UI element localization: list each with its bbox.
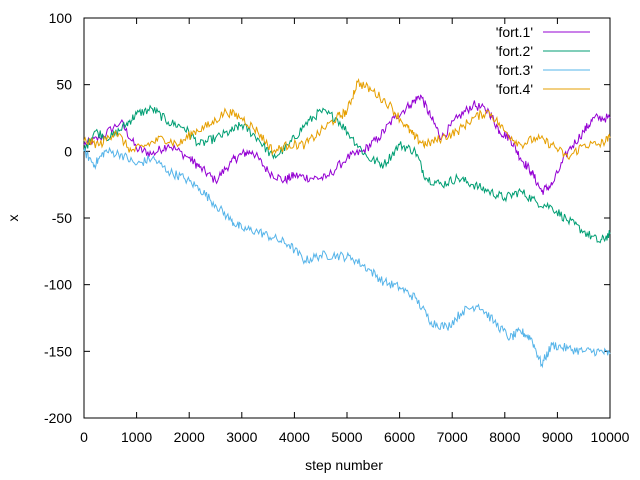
legend-label: 'fort.1' bbox=[496, 24, 533, 40]
x-tick-label: 6000 bbox=[384, 429, 415, 445]
x-tick-label: 2000 bbox=[174, 429, 205, 445]
x-tick-label: 0 bbox=[80, 429, 88, 445]
x-tick-label: 1000 bbox=[121, 429, 152, 445]
y-tick-label: 50 bbox=[56, 77, 72, 93]
x-tick-label: 7000 bbox=[437, 429, 468, 445]
series-line-1 bbox=[83, 94, 611, 195]
series-line-3 bbox=[83, 146, 611, 369]
x-tick-label: 9000 bbox=[542, 429, 573, 445]
legend-label: 'fort.2' bbox=[496, 43, 533, 59]
y-tick-label: -50 bbox=[52, 210, 72, 226]
series-line-4 bbox=[83, 78, 611, 161]
legend-label: 'fort.3' bbox=[496, 62, 533, 78]
x-tick-label: 4000 bbox=[279, 429, 310, 445]
x-tick-label: 10000 bbox=[591, 429, 630, 445]
legend-label: 'fort.4' bbox=[496, 81, 533, 97]
x-tick-label: 3000 bbox=[226, 429, 257, 445]
x-axis-label: step number bbox=[305, 457, 383, 473]
y-tick-label: -150 bbox=[44, 343, 72, 359]
legend: 'fort.1' 'fort.2' 'fort.3' 'fort.4' bbox=[496, 24, 590, 97]
y-tick-label: 0 bbox=[64, 143, 72, 159]
axis-ticks: 0 1000 2000 3000 4000 5000 6000 7000 8000 9000 100… bbox=[44, 10, 630, 445]
series-line-2 bbox=[83, 104, 611, 244]
x-tick-label: 5000 bbox=[331, 429, 362, 445]
y-tick-label: 100 bbox=[49, 10, 73, 26]
plot-frame bbox=[83, 17, 611, 419]
y-axis-label: x bbox=[5, 215, 21, 222]
y-tick-label: -100 bbox=[44, 277, 72, 293]
x-tick-label: 8000 bbox=[489, 429, 520, 445]
series-lines bbox=[83, 78, 611, 369]
y-tick-label: -200 bbox=[44, 410, 72, 426]
